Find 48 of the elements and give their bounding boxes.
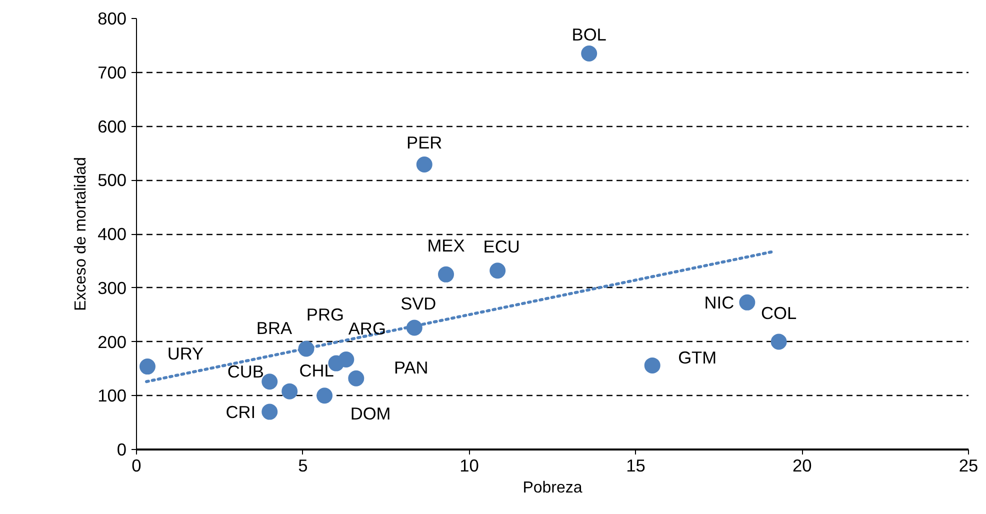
x-tick-label: 25: [958, 456, 978, 476]
point: [416, 156, 432, 172]
annotation: MEX: [427, 235, 466, 256]
x-axis-title: Pobreza: [522, 480, 582, 496]
annotation: GTM: [678, 347, 717, 368]
annotation: PER: [406, 132, 442, 152]
y-tick-label: 300: [98, 278, 127, 298]
x-tick-label: 20: [792, 456, 812, 476]
x-tick-label: 15: [626, 456, 646, 476]
annotation: ARG: [348, 318, 386, 339]
annotation: SVD: [400, 294, 436, 314]
annotation: CRI: [226, 402, 256, 422]
annotation: BOL: [572, 24, 607, 45]
point: [644, 357, 660, 374]
point: [581, 46, 598, 62]
point: [316, 388, 333, 404]
y-axis-title: Exceso de mortalidad: [72, 157, 90, 311]
y-tick-label: 200: [98, 332, 127, 352]
x-tick-label: 10: [460, 456, 479, 476]
point: [338, 352, 354, 368]
point: [490, 262, 506, 279]
annotation: PRG: [306, 304, 344, 324]
annotation: ECU: [483, 236, 520, 257]
x-tick-label: 5: [298, 456, 308, 476]
x-tick-label: 0: [132, 456, 142, 476]
point: [282, 383, 298, 400]
y-tick-label: 500: [98, 170, 127, 190]
point: [139, 358, 156, 375]
y-tick-label: 600: [98, 116, 127, 136]
y-tick-label: 800: [98, 8, 127, 28]
y-tick-label: 400: [98, 224, 127, 244]
point: [262, 374, 278, 390]
point: [262, 404, 278, 420]
annotation: COL: [760, 302, 797, 323]
annotation: URY: [167, 344, 204, 364]
point: [438, 266, 454, 282]
annotation: PAN: [394, 357, 428, 378]
point: [348, 370, 364, 386]
annotation: BRA: [256, 318, 292, 338]
point: [770, 334, 787, 350]
y-tick-label: 0: [116, 440, 127, 460]
y-tick-label: 700: [98, 62, 127, 82]
annotation: DOM: [350, 404, 391, 424]
annotation: CUB: [227, 362, 264, 382]
annotation: CHL: [299, 360, 334, 380]
y-tick-label: 100: [98, 386, 127, 406]
annotation: NIC: [704, 292, 734, 312]
point: [739, 294, 756, 310]
